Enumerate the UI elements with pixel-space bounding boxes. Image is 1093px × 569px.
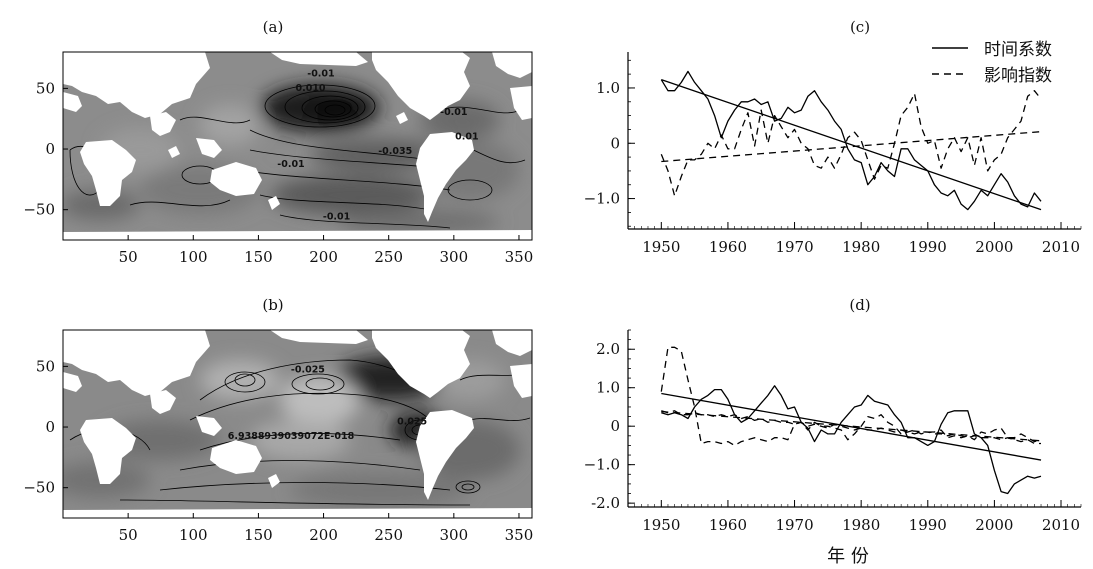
map-x-tick-label: 100 (179, 526, 208, 544)
map-y-tick-label: −50 (23, 201, 55, 219)
line-panel-d: (d) 1950 1960 1970 1980 1990 2000 2010 2.0 1.0 0 −… (584, 296, 1082, 567)
map-y-tick-label: 0 (45, 418, 55, 436)
x-tick-label: 1990 (909, 238, 947, 256)
x-tick-label: 1980 (842, 516, 880, 534)
x-axis-label: 年 份 (827, 546, 869, 567)
x-tick-label: 1980 (842, 238, 880, 256)
legend: 时间系数 影响指数 (932, 40, 1052, 86)
series-line-solid (661, 385, 1042, 495)
y-tick-label: 0 (610, 417, 620, 435)
panel-title-b: (b) (262, 296, 283, 314)
map-y-tick-label: 0 (45, 140, 55, 158)
map-panel-a: (a) (23, 18, 533, 266)
map-x-tick-label: 300 (440, 248, 469, 266)
x-tick-label: 2000 (975, 238, 1013, 256)
x-tick-label: 1960 (709, 238, 747, 256)
legend-label-dashed: 影响指数 (984, 66, 1052, 86)
series-line-solid (660, 70, 1042, 211)
series-line-dashed (661, 410, 1041, 445)
contour-label: -0.01 (307, 68, 334, 79)
map-x-tick-label: 250 (374, 248, 403, 266)
map-x-tick-label: 200 (309, 526, 338, 544)
trend-line (661, 79, 1042, 211)
map-x-tick-label: 150 (244, 248, 273, 266)
trend-line (661, 410, 1042, 442)
y-tick-label: −1.0 (584, 456, 620, 474)
contour-label: -0.035 (378, 146, 412, 157)
map-x-tick-label: 50 (119, 248, 138, 266)
trend-line (661, 131, 1042, 163)
contour-label: -0.025 (291, 364, 325, 375)
map-panel-b: (b) (23, 296, 533, 544)
x-tick-label: 1950 (642, 238, 680, 256)
map-x-tick-label: 350 (505, 248, 534, 266)
y-tick-label: 2.0 (596, 340, 620, 358)
map-x-tick-label: 150 (244, 526, 273, 544)
x-tick-label: 1960 (709, 516, 747, 534)
x-tick-label: 2010 (1042, 238, 1080, 256)
contour-label: -0.01 (277, 159, 304, 170)
x-tick-label: 1970 (775, 238, 813, 256)
plot-d: 1950 1960 1970 1980 1990 2000 2010 2.0 1.0 0 −1.0 -… (584, 329, 1082, 534)
contour-label: 0.010 (295, 83, 325, 94)
x-tick-label: 2000 (975, 516, 1013, 534)
line-panel-c: (c) 1950 1960 1970 1980 1990 2000 2010 1.0 0 −1.0… (584, 18, 1082, 256)
series-line-dashed (660, 346, 1042, 447)
map-a-field: -0.01 0.010 -0.01 0.01 -0.035 -0.01 -0.01 (63, 52, 532, 240)
contour-label: 0.01 (455, 131, 478, 142)
x-tick-label: 2010 (1042, 516, 1080, 534)
y-tick-label: 1.0 (596, 79, 620, 97)
map-x-tick-label: 100 (179, 248, 208, 266)
panel-title-d: (d) (849, 296, 870, 314)
panel-title-c: (c) (850, 18, 870, 36)
map-a-axes: 50 100 150 200 250 300 350 50 0 −50 (23, 79, 533, 266)
series-line-dashed (660, 90, 1042, 197)
map-y-tick-label: 50 (36, 357, 55, 375)
x-tick-label: 1990 (909, 516, 947, 534)
contour-label: -0.01 (440, 107, 467, 118)
contour-label: 6.9388939039072E-018 (228, 431, 355, 442)
map-b-axes: 50 100 150 200 250 300 350 50 0 −50 (23, 357, 533, 544)
map-x-tick-label: 350 (505, 526, 534, 544)
map-b-field: -0.025 0.025 6.9388939039072E-018 (63, 330, 532, 518)
panel-title-a: (a) (263, 18, 284, 36)
plot-c: 1950 1960 1970 1980 1990 2000 2010 1.0 0 −1.0 (584, 52, 1082, 256)
trend-line (661, 392, 1042, 461)
map-y-tick-label: 50 (36, 79, 55, 97)
map-x-tick-label: 250 (374, 526, 403, 544)
contour-label: 0.025 (397, 417, 427, 428)
x-tick-label: 1970 (775, 516, 813, 534)
map-x-tick-label: 50 (119, 526, 138, 544)
map-y-tick-label: −50 (23, 479, 55, 497)
legend-label-solid: 时间系数 (984, 40, 1052, 60)
map-x-tick-label: 200 (309, 248, 338, 266)
y-tick-label: -2.0 (591, 494, 620, 512)
x-tick-label: 1950 (642, 516, 680, 534)
y-tick-label: −1.0 (584, 190, 620, 208)
y-tick-label: 0 (610, 134, 620, 152)
y-tick-label: 1.0 (596, 379, 620, 397)
map-x-tick-label: 300 (440, 526, 469, 544)
contour-label: -0.01 (323, 211, 350, 222)
